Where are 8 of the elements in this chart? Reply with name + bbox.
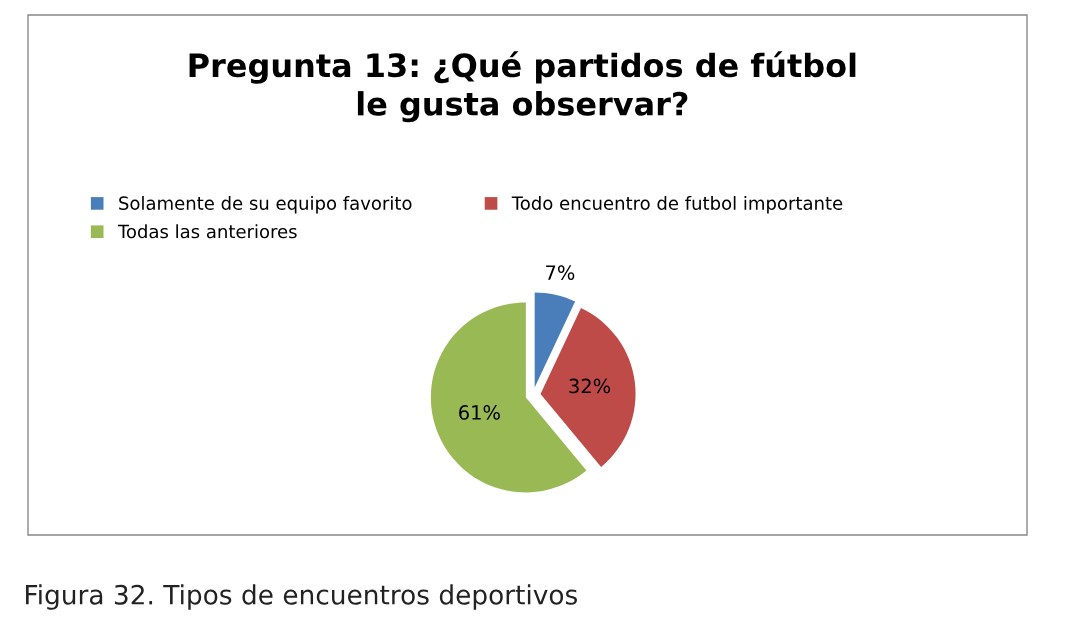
legend-label: Solamente de su equipo favorito bbox=[119, 196, 412, 214]
data-label: 7% bbox=[546, 265, 575, 280]
data-label: 32% bbox=[569, 378, 611, 394]
data-label: 61% bbox=[459, 405, 500, 420]
legend-label: Todo encuentro de futbol importante bbox=[511, 196, 843, 214]
text: Figura 32. Tipos de encuentros deportivos bbox=[26, 584, 577, 610]
legend-label: Todas las anteriores bbox=[117, 224, 297, 239]
chart-title: Pregunta 13: ¿Qué partidos de fútbol le gusta observar? bbox=[189, 51, 856, 123]
